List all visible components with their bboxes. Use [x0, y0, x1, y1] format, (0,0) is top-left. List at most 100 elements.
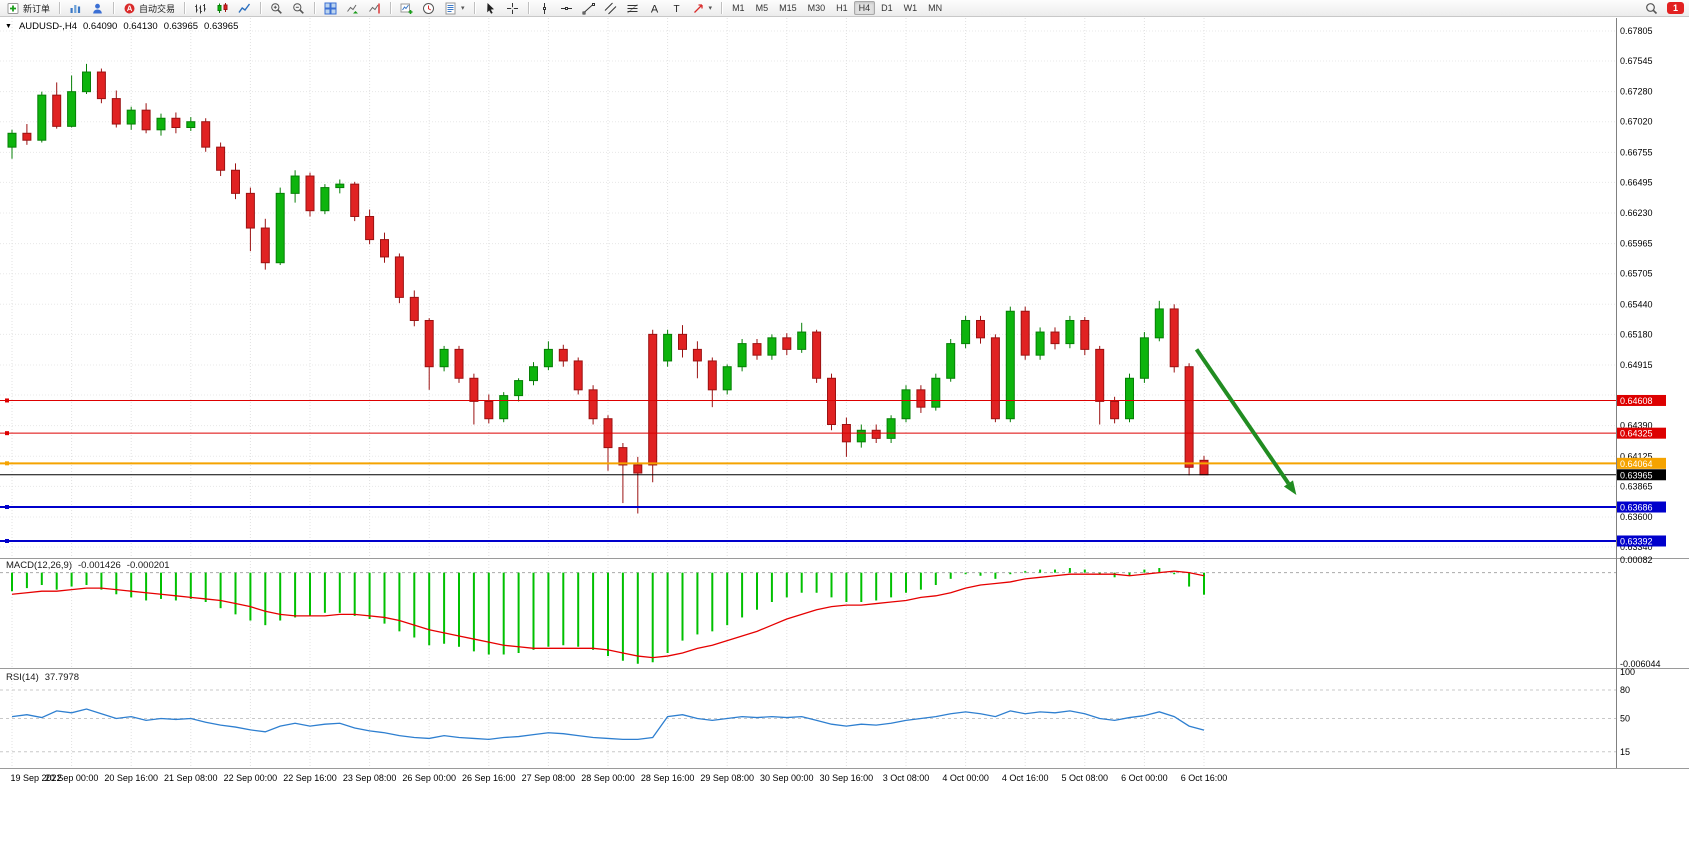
toolbar-separator	[721, 2, 723, 14]
timeframe-H4[interactable]: H4	[853, 1, 876, 15]
zoom-in-button[interactable]	[266, 0, 287, 17]
candle	[454, 348, 464, 379]
macd-title: MACD(12,26,9)	[6, 560, 72, 571]
candle	[663, 333, 673, 362]
price-tag-0.63965	[1617, 469, 1666, 481]
candle	[737, 343, 747, 368]
trend-arrow-head[interactable]	[1283, 480, 1297, 495]
toolbar-separator	[473, 2, 475, 14]
horizontal-line-button[interactable]	[556, 0, 577, 17]
candle	[469, 377, 479, 402]
text-button[interactable]: A	[644, 0, 665, 17]
trendline-icon	[582, 2, 595, 15]
zoom-out-button[interactable]	[288, 0, 309, 17]
candle	[141, 109, 151, 131]
line-chart-button[interactable]	[234, 0, 255, 17]
timeframe-D1[interactable]: D1	[881, 3, 893, 13]
timeframe-M1[interactable]: M1	[732, 3, 745, 13]
auto-trading-label: 自动交易	[139, 3, 176, 14]
macd-panel-label: MACD(12,26,9) -0.001426 -0.000201	[6, 560, 170, 571]
line-handle[interactable]	[5, 461, 9, 466]
chart-symbol-period: AUDUSD-,H4	[18, 21, 77, 32]
ohlc-low: 0.63965	[163, 21, 199, 32]
candle	[916, 389, 926, 408]
candle	[767, 337, 777, 356]
line-handle[interactable]	[5, 431, 9, 436]
arrows-button[interactable]: ▾	[688, 0, 717, 17]
trendline-button[interactable]	[578, 0, 599, 17]
notification-badge[interactable]: 1	[1667, 2, 1684, 14]
toolbar-separator	[113, 2, 115, 14]
price-axis-label: 0.65965	[1620, 239, 1653, 249]
timeframe-M15[interactable]: M15	[779, 3, 797, 13]
time-axis-label: 22 Sep 00:00	[224, 773, 278, 783]
timeframe-MN[interactable]: MN	[928, 3, 943, 13]
candle	[931, 377, 941, 408]
line-handle[interactable]	[5, 505, 9, 510]
price-tag-0.63392	[1617, 535, 1666, 547]
time-axis-label: 5 Oct 08:00	[1062, 773, 1109, 783]
tile-windows-icon	[324, 2, 337, 15]
candle	[752, 343, 762, 356]
bar-chart-button[interactable]	[190, 0, 211, 17]
candle	[871, 429, 881, 439]
candle	[82, 71, 91, 93]
auto-scroll-button[interactable]	[342, 0, 363, 17]
candle	[499, 395, 509, 420]
time-axis-label: 19 Sep 2022	[10, 773, 61, 783]
candle	[1050, 331, 1060, 345]
chart-shift-button[interactable]	[364, 0, 385, 17]
candle	[648, 333, 658, 466]
chart-menu-icon[interactable]: ▼	[5, 23, 12, 30]
template-dropdown-icon: ▾	[461, 5, 465, 12]
candle	[335, 183, 345, 189]
timeframe-M30[interactable]: M30	[807, 3, 826, 13]
candlestick-chart-button[interactable]	[212, 0, 233, 17]
time-axis-label: 26 Sep 00:00	[402, 773, 456, 783]
channel-button[interactable]	[600, 0, 621, 17]
timeframe-W1[interactable]: W1	[903, 3, 918, 13]
channel-icon	[604, 2, 617, 15]
toolbar: 新订单 自动交易 ▾ A T ▾ M1 M5 M15 M30 H1 H4 D1 W1 MN 1	[0, 0, 1689, 17]
line-handle[interactable]	[5, 398, 9, 403]
text-icon: A	[648, 2, 661, 15]
candle	[260, 227, 270, 264]
candle	[96, 71, 106, 100]
candle	[111, 98, 121, 125]
candle	[484, 400, 494, 420]
candle	[52, 94, 62, 127]
time-axis-label: 22 Sep 16:00	[283, 773, 337, 783]
line-handle[interactable]	[5, 538, 9, 543]
vertical-line-button[interactable]	[534, 0, 555, 17]
tile-windows-button[interactable]	[320, 0, 341, 17]
charts-button[interactable]	[65, 0, 86, 17]
candle	[1065, 319, 1075, 345]
timeframe-M5[interactable]: M5	[755, 3, 769, 13]
time-axis-label: 20 Sep 16:00	[104, 773, 158, 783]
template-button[interactable]: ▾	[440, 0, 469, 17]
fibonacci-button[interactable]	[622, 0, 643, 17]
bar-chart-icon	[194, 2, 207, 15]
candle	[1020, 310, 1030, 356]
label-button[interactable]: T	[666, 0, 687, 17]
trend-arrow-line[interactable]	[1194, 348, 1291, 485]
auto-trading-button[interactable]: 自动交易	[119, 0, 179, 17]
macd-axis-label: 0.00082	[1620, 555, 1653, 565]
new-order-button[interactable]: 新订单	[3, 0, 54, 17]
profiles-button[interactable]	[87, 0, 108, 17]
search-button[interactable]	[1641, 0, 1662, 17]
arrows-dropdown-icon: ▾	[708, 5, 713, 12]
toolbar-separator	[314, 2, 316, 14]
period-button[interactable]	[418, 0, 439, 17]
candle	[156, 117, 166, 131]
horizontal-line-icon	[560, 2, 573, 15]
auto-trading-icon	[123, 2, 136, 15]
crosshair-button[interactable]	[502, 0, 523, 17]
time-axis-label: 23 Sep 08:00	[343, 773, 397, 783]
period-icon	[422, 2, 435, 15]
timeframe-H1[interactable]: H1	[836, 3, 848, 13]
cursor-button[interactable]	[480, 0, 501, 17]
new-chart-button[interactable]	[396, 0, 417, 17]
price-tag-text: 0.63686	[1620, 503, 1653, 513]
